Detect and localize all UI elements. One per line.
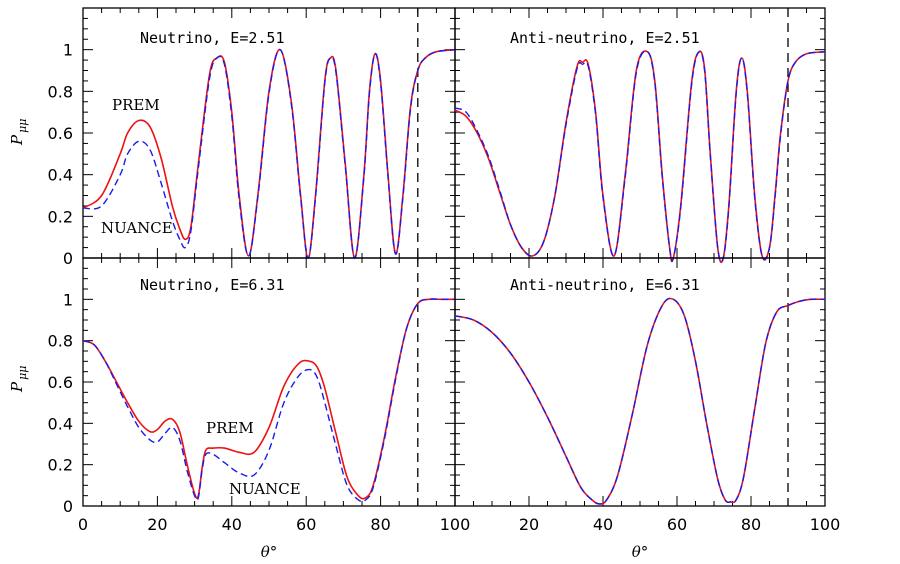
y-tick-label: 0.4 <box>48 166 73 185</box>
x-tick-label: 60 <box>667 515 687 534</box>
x-tick-label: 20 <box>519 515 539 534</box>
y-axis-label-text: P <box>8 381 26 393</box>
x-tick-label: 20 <box>147 515 167 534</box>
y-tick-label: 0.4 <box>48 414 73 433</box>
nuance-curve <box>82 48 456 259</box>
y-tick-label: 0.6 <box>48 373 73 392</box>
nuance-annotation: NUANCE <box>101 219 173 237</box>
panel-anti-neutrino-6-31: 20 40 60 80 100 Anti-neutrino, E=6.31 <box>454 257 841 534</box>
panel-curves <box>82 298 455 503</box>
x-tick-label: 60 <box>296 515 316 534</box>
y-axis-label-text: P <box>8 134 26 146</box>
nuance-annotation: NUANCE <box>229 480 301 498</box>
x-tick-label: 40 <box>593 515 613 534</box>
y-tick-label: 0.2 <box>48 207 73 226</box>
prem-curve <box>454 50 826 264</box>
panel-curves <box>454 50 826 264</box>
y-axis-label-top: Pμμ <box>8 119 29 146</box>
x-tick-label: 80 <box>741 515 761 534</box>
x-tick-label: 80 <box>370 515 390 534</box>
y-tick-label: 0 <box>63 497 73 516</box>
prem-annotation: PREM <box>112 96 160 114</box>
y-tick-label: 0.2 <box>48 456 73 475</box>
prem-curve <box>82 298 455 500</box>
panel-title: Neutrino, E=2.51 <box>140 29 285 47</box>
panel-title: Anti-neutrino, E=6.31 <box>510 276 700 294</box>
y-tick-label: 1 <box>63 290 73 309</box>
x-tick-label: 100 <box>440 515 471 534</box>
y-axis-label-subscript: μμ <box>16 366 29 380</box>
y-tick-label: 0 <box>63 249 73 268</box>
panel-title: Neutrino, E=6.31 <box>140 276 285 294</box>
y-axis-label-subscript: μμ <box>16 119 29 133</box>
y-tick-label: 0.6 <box>48 124 73 143</box>
prem-annotation: PREM <box>206 419 254 437</box>
panel-ticks: 0 0.2 0.4 0.6 0.8 1 <box>48 7 456 268</box>
prem-curve <box>454 297 826 505</box>
panel-curves <box>454 297 826 505</box>
panel-frame <box>454 257 826 507</box>
y-axis-label-bottom: Pμμ <box>8 366 29 393</box>
panel-title: Anti-neutrino, E=2.51 <box>510 29 700 47</box>
x-axis-label-left: θ° <box>261 543 278 561</box>
panel-neutrino-2-51: 0 0.2 0.4 0.6 0.8 1 Neutrino, E=2.51 PREM NUA… <box>48 7 456 268</box>
nuance-curve <box>82 298 455 503</box>
x-tick-label: 40 <box>222 515 242 534</box>
y-tick-label: 1 <box>63 41 73 60</box>
panel-frame <box>82 257 456 507</box>
panel-ticks <box>454 7 826 259</box>
panel-ticks: 20 40 60 80 100 <box>454 257 841 534</box>
panel-neutrino-6-31: 0 0.2 0.4 0.6 0.8 1 0 20 40 60 80 100 Neutrino, E=6… <box>48 257 471 534</box>
nuance-curve <box>454 50 826 263</box>
x-tick-label: 0 <box>78 515 88 534</box>
y-tick-label: 0.8 <box>48 332 73 351</box>
panel-anti-neutrino-2-51: Anti-neutrino, E=2.51 <box>454 7 826 264</box>
nuance-curve <box>454 297 826 505</box>
y-tick-label: 0.8 <box>48 82 73 101</box>
x-axis-label-right: θ° <box>632 543 649 561</box>
panel-curves <box>82 48 456 259</box>
x-tick-label: 100 <box>810 515 841 534</box>
